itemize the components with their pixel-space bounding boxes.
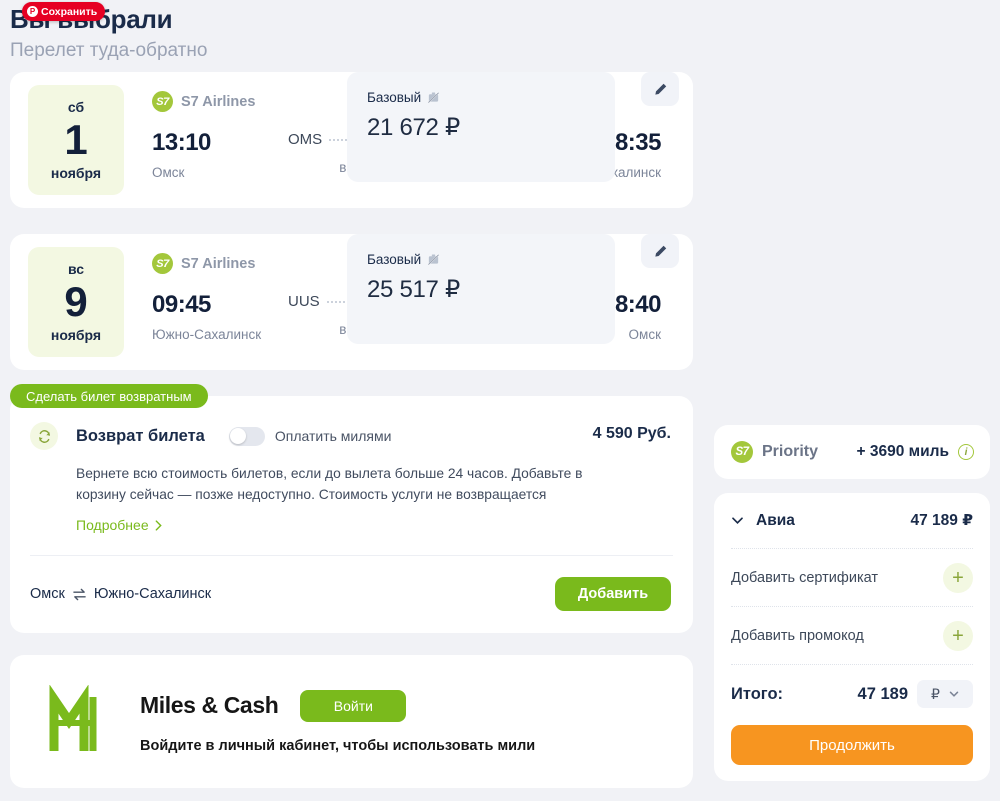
refund-route-row: Омск Южно-Сахалинск Добавить — [10, 556, 693, 632]
left-column: сб 1 ноября S7 S7 Airlines 13:10 Омск — [10, 72, 693, 788]
divider — [30, 555, 673, 556]
total-label: Итого: — [731, 684, 784, 703]
date-month: ноября — [50, 165, 102, 181]
fare-name-row: Базовый — [367, 252, 615, 267]
priority-miles: + 3690 миль — [856, 443, 949, 460]
route-destination: Южно-Сахалинск — [93, 586, 212, 602]
fare-box-return[interactable]: Базовый 25 517 ₽ — [347, 234, 615, 344]
login-button[interactable]: Войти — [300, 689, 407, 722]
airline-name: S7 Airlines — [181, 255, 256, 272]
refund-description: Вернете всю стоимость билетов, если до в… — [76, 466, 583, 502]
refund-more-label: Подробнее — [76, 517, 149, 533]
avia-label: Авиа — [756, 511, 795, 529]
pinterest-save-badge[interactable]: P Сохранить — [22, 2, 106, 21]
no-baggage-icon — [428, 254, 440, 266]
miles-subtitle: Войдите в личный кабинет, чтобы использо… — [140, 737, 536, 754]
total-row: Итого: 47 189 ₽ — [731, 665, 973, 723]
miles-title-row: Miles & Cash Войти — [140, 689, 535, 722]
refund-more-link[interactable]: Подробнее — [76, 517, 671, 533]
miles-and-cash-card: Miles & Cash Войти Войдите в личный каби… — [10, 655, 693, 788]
airline-name: S7 Airlines — [181, 93, 256, 110]
right-column: S7 Priority + 3690 миль i Авиа 47 189 ₽ … — [714, 425, 990, 781]
flight-date-return: вс 9 ноября — [28, 247, 124, 357]
summary-row-promocode[interactable]: Добавить промокод + — [731, 607, 973, 665]
currency-selector[interactable]: ₽ — [917, 680, 973, 708]
refresh-icon — [30, 422, 58, 450]
summary-row-avia[interactable]: Авиа 47 189 ₽ — [731, 493, 973, 549]
arrival-city: Омск — [628, 327, 661, 342]
s7-priority-card: S7 Priority + 3690 миль i — [714, 425, 990, 479]
page-header: Вы выбрали Перелет туда-обратно — [0, 0, 1000, 63]
refund-title: Возврат билета — [76, 426, 205, 445]
miles-and-cash-logo-icon — [49, 684, 97, 751]
refund-ribbon-badge: Сделать билет возвратным — [10, 384, 208, 408]
refund-route: Омск Южно-Сахалинск — [30, 586, 211, 602]
chevron-down-icon — [949, 691, 959, 697]
no-baggage-icon — [428, 92, 440, 104]
fare-price: 21 672 ₽ — [367, 114, 460, 141]
priority-label: Priority — [762, 443, 819, 460]
toggle-knob — [230, 428, 247, 444]
s7-logo-icon: S7 — [152, 91, 173, 112]
fare-name: Базовый — [367, 90, 422, 105]
departure-time: 09:45 — [152, 291, 211, 318]
promocode-label: Добавить промокод — [731, 627, 864, 644]
flight-date-outbound: сб 1 ноября — [28, 85, 124, 195]
add-promocode-button[interactable]: + — [943, 620, 973, 651]
chevron-right-icon — [155, 519, 162, 531]
refund-header-row: Возврат билета Оплатить милями 4 590 Руб… — [30, 422, 671, 450]
fare-price: 25 517 ₽ — [367, 276, 460, 303]
add-refund-button[interactable]: Добавить — [555, 577, 671, 611]
swap-arrows-icon — [73, 588, 86, 600]
departure-time: 13:10 — [152, 129, 211, 156]
edit-flight-button[interactable] — [641, 72, 679, 106]
continue-button[interactable]: Продолжить — [731, 725, 973, 765]
avia-value: 47 189 ₽ — [910, 512, 974, 529]
edit-flight-button[interactable] — [641, 234, 679, 268]
s7-logo-icon: S7 — [731, 441, 753, 463]
chevron-down-icon — [732, 517, 743, 525]
page-subtitle: Перелет туда-обратно — [10, 40, 208, 61]
departure-city: Омск — [152, 165, 185, 180]
refund-price: 4 590 Руб. — [592, 425, 671, 442]
pencil-icon — [654, 245, 666, 257]
miles-title: Miles & Cash — [140, 692, 279, 718]
airline-outbound: S7 S7 Airlines — [152, 91, 255, 112]
miles-text-block: Miles & Cash Войти Войдите в личный каби… — [140, 689, 536, 754]
departure-block: 09:45 Южно-Сахалинск — [152, 291, 261, 342]
departure-block: 13:10 Омск — [152, 129, 211, 180]
date-day: 1 — [64, 116, 88, 163]
departure-city: Южно-Сахалинск — [152, 327, 262, 342]
refund-body: Возврат билета Оплатить милями 4 590 Руб… — [10, 396, 693, 533]
summary-row-certificate[interactable]: Добавить сертификат + — [731, 549, 973, 607]
info-icon[interactable]: i — [958, 444, 974, 460]
pay-with-miles-toggle[interactable] — [228, 426, 265, 446]
page-title: Вы выбрали — [10, 4, 173, 34]
airline-return: S7 S7 Airlines — [152, 253, 255, 274]
s7-logo-icon: S7 — [152, 253, 173, 274]
fare-box-outbound[interactable]: Базовый 21 672 ₽ — [347, 72, 615, 182]
date-month: ноября — [50, 327, 102, 343]
flight-card-outbound[interactable]: сб 1 ноября S7 S7 Airlines 13:10 Омск — [10, 72, 693, 208]
certificate-label: Добавить сертификат — [731, 569, 878, 586]
pay-with-miles-label: Оплатить милями — [274, 428, 392, 444]
fare-name: Базовый — [367, 252, 422, 267]
route-origin: Омск — [30, 586, 65, 602]
pinterest-icon: P — [27, 6, 38, 17]
airport-code-origin: OMS — [288, 131, 323, 148]
add-certificate-button[interactable]: + — [943, 562, 973, 593]
refund-service-card: Сделать билет возвратным Возврат билета — [10, 384, 693, 633]
fare-name-row: Базовый — [367, 90, 615, 105]
flight-card-return[interactable]: вс 9 ноября S7 S7 Airlines 09:45 Южно-Са… — [10, 234, 693, 370]
pinterest-save-label: Сохранить — [41, 5, 98, 18]
date-weekday: сб — [67, 99, 85, 115]
airport-code-origin: UUS — [288, 293, 320, 310]
price-summary-card: Авиа 47 189 ₽ Добавить сертификат + Доба… — [714, 493, 990, 781]
pencil-icon — [654, 83, 666, 95]
date-day: 9 — [64, 278, 88, 325]
date-weekday: вс — [67, 261, 85, 277]
currency-value: ₽ — [931, 685, 940, 702]
total-value: 47 189 — [857, 684, 908, 703]
